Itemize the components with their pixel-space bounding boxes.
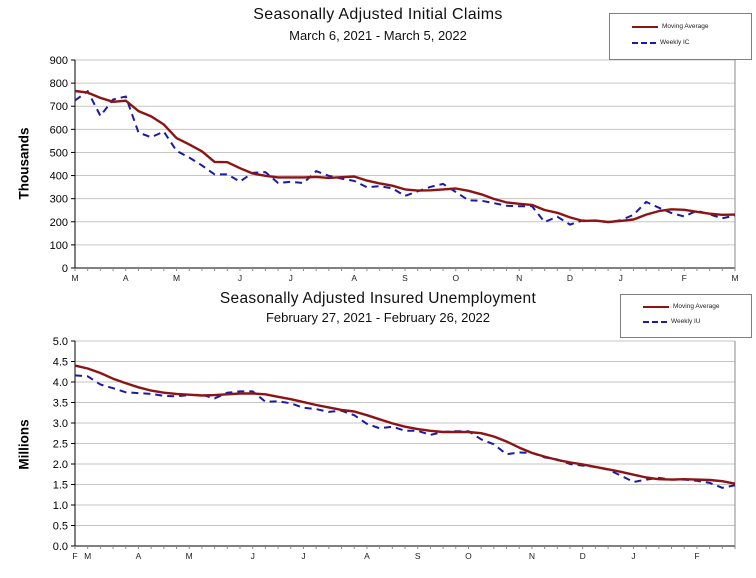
legend-label-weekly-ic: Weekly IC (660, 39, 690, 46)
svg-text:M: M (173, 273, 180, 283)
svg-text:600: 600 (50, 124, 68, 136)
svg-text:A: A (136, 551, 142, 561)
legend-label-weekly-iu: Weekly IU (671, 318, 701, 325)
svg-text:S: S (415, 551, 421, 561)
insured-unemployment-chart: 5.04.54.03.53.02.52.01.51.00.50.0F M A M J J A… (53, 336, 736, 561)
legend-item-weekly-ic: Weekly IC (610, 39, 751, 46)
svg-text:J: J (301, 551, 305, 561)
svg-text:N: N (529, 551, 535, 561)
svg-text:1.0: 1.0 (53, 500, 68, 512)
svg-text:0.0: 0.0 (53, 541, 68, 553)
weekly-iu-line-icon (643, 320, 667, 323)
svg-text:1.5: 1.5 (53, 480, 68, 492)
svg-text:J: J (289, 273, 293, 283)
svg-text:F: F (72, 551, 77, 561)
svg-text:4.0: 4.0 (53, 377, 68, 389)
svg-text:F: F (694, 551, 699, 561)
legend-label-moving-average: Moving Average (673, 303, 720, 310)
svg-text:2.5: 2.5 (53, 439, 68, 451)
moving-average-line-icon (643, 305, 669, 308)
moving-average-line-icon (632, 25, 658, 28)
svg-text:900: 900 (50, 55, 68, 67)
Weekly IC (74, 89, 736, 226)
legend-item-moving-average: Moving Average (610, 23, 751, 30)
svg-text:M: M (84, 551, 91, 561)
legend-label-moving-average: Moving Average (662, 23, 709, 30)
svg-text:3.0: 3.0 (53, 418, 68, 430)
svg-text:O: O (465, 551, 472, 561)
svg-text:3.5: 3.5 (53, 398, 68, 410)
legend-item-moving-average: Moving Average (621, 303, 751, 310)
svg-text:A: A (351, 273, 357, 283)
svg-text:J: J (238, 273, 242, 283)
svg-text:0.5: 0.5 (53, 521, 68, 533)
svg-text:800: 800 (50, 78, 68, 90)
svg-text:500: 500 (50, 147, 68, 159)
insured-unemployment-legend: Moving Average Weekly IU (620, 294, 752, 338)
svg-text:700: 700 (50, 101, 68, 113)
svg-text:5.0: 5.0 (53, 336, 68, 348)
svg-text:N: N (516, 273, 522, 283)
initial-claims-legend: Moving Average Weekly IC (609, 13, 752, 60)
svg-text:400: 400 (50, 171, 68, 183)
svg-text:200: 200 (50, 217, 68, 229)
Moving Average (74, 364, 736, 485)
svg-text:F: F (682, 273, 687, 283)
svg-text:D: D (580, 551, 586, 561)
svg-text:J: J (251, 551, 255, 561)
weekly-ic-line-icon (632, 41, 656, 44)
svg-text:0: 0 (62, 263, 68, 275)
svg-text:J: J (619, 273, 623, 283)
legend-item-weekly-iu: Weekly IU (621, 318, 751, 325)
svg-text:M: M (186, 551, 193, 561)
svg-text:A: A (364, 551, 370, 561)
Weekly IU (74, 374, 736, 489)
insured-unemployment-date-range: February 27, 2021 - February 26, 2022 (265, 310, 491, 325)
svg-text:A: A (123, 273, 129, 283)
svg-text:D: D (567, 273, 573, 283)
svg-text:4.5: 4.5 (53, 357, 68, 369)
svg-text:S: S (402, 273, 408, 283)
svg-text:M: M (731, 273, 738, 283)
initial-claims-date-range: March 6, 2021 - March 5, 2022 (289, 28, 467, 43)
svg-text:300: 300 (50, 194, 68, 206)
insured-unemployment-title: Seasonally Adjusted Insured Unemployment (219, 290, 537, 307)
svg-text:M: M (71, 273, 78, 283)
svg-text:O: O (452, 273, 459, 283)
svg-text:2.0: 2.0 (53, 459, 68, 471)
initial-claims-title: Seasonally Adjusted Initial Claims (253, 6, 503, 23)
svg-text:100: 100 (50, 240, 68, 252)
Moving Average (74, 89, 736, 224)
svg-text:J: J (631, 551, 635, 561)
